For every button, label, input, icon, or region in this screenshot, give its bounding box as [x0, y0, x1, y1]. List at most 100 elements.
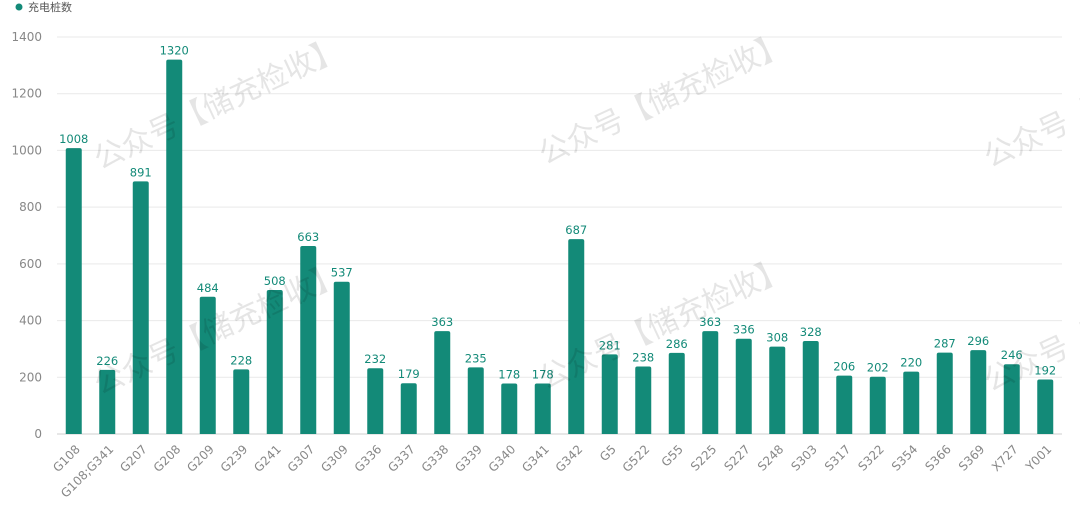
- x-tick-label: S366: [922, 442, 953, 473]
- data-label: 235: [465, 351, 487, 365]
- bar[interactable]: [802, 340, 819, 434]
- legend-marker: [15, 3, 23, 11]
- x-tick-label: G208: [151, 442, 184, 475]
- data-label: 1320: [160, 44, 189, 58]
- bar[interactable]: [735, 338, 752, 434]
- data-label: 891: [130, 165, 152, 179]
- bar[interactable]: [300, 245, 317, 434]
- bar[interactable]: [568, 239, 585, 434]
- bar[interactable]: [702, 331, 719, 434]
- x-tick-label: G341: [519, 442, 552, 475]
- x-tick-label: S354: [889, 442, 920, 473]
- bar[interactable]: [668, 352, 685, 434]
- data-label: 363: [699, 315, 721, 329]
- x-tick-label: S322: [855, 442, 886, 473]
- bar[interactable]: [769, 346, 786, 434]
- gridlines: [57, 36, 1062, 435]
- y-tick-label: 200: [19, 370, 42, 384]
- y-tick-label: 1200: [11, 87, 42, 101]
- bar[interactable]: [1003, 364, 1020, 434]
- x-tick-label: Y001: [1022, 442, 1054, 474]
- data-label: 281: [599, 338, 621, 352]
- data-label: 687: [565, 223, 587, 237]
- data-label: 484: [197, 281, 219, 295]
- legend[interactable]: 充电桩数: [15, 0, 73, 14]
- x-tick-label: G340: [486, 442, 519, 475]
- data-label: 178: [498, 368, 520, 382]
- watermarks: 公众号【储充检收】 公众号【储充检收】 公众号【储充检收】公众号【储充检收】 公众号【…: [89, 26, 1080, 402]
- x-tick-label: G338: [419, 442, 452, 475]
- bar[interactable]: [99, 369, 116, 434]
- x-tick-label: S303: [788, 442, 819, 473]
- bar[interactable]: [467, 367, 484, 434]
- x-tick-label: G209: [184, 442, 217, 475]
- y-tick-label: 1400: [11, 30, 42, 44]
- data-label: 179: [398, 367, 420, 381]
- x-tick-label: S317: [822, 442, 853, 473]
- x-tick-label: S248: [755, 442, 786, 473]
- bar[interactable]: [635, 366, 652, 434]
- data-label: 286: [666, 337, 688, 351]
- bar[interactable]: [266, 289, 283, 434]
- bar[interactable]: [903, 371, 920, 434]
- bar[interactable]: [1037, 379, 1054, 434]
- x-tick-label: G239: [218, 442, 251, 475]
- x-tick-label: X727: [989, 442, 1021, 474]
- x-tick-label: S227: [721, 442, 752, 473]
- data-label: 508: [264, 274, 286, 288]
- bar[interactable]: [233, 369, 250, 434]
- y-axis: 0 200 400 600 800 1000 1200 1400: [11, 30, 42, 441]
- x-tick-label: S369: [956, 442, 987, 473]
- data-label: 178: [532, 368, 554, 382]
- x-tick-label: G337: [385, 442, 418, 475]
- bar[interactable]: [199, 296, 216, 434]
- x-tick-label: G522: [620, 442, 653, 475]
- data-label: 537: [331, 266, 353, 280]
- bars: [65, 59, 1054, 434]
- data-label: 308: [766, 331, 788, 345]
- data-label: 192: [1034, 364, 1056, 378]
- x-tick-label: G336: [352, 442, 385, 475]
- y-tick-label: 400: [19, 314, 42, 328]
- bar[interactable]: [601, 354, 618, 434]
- data-label: 328: [800, 325, 822, 339]
- bar[interactable]: [333, 281, 350, 434]
- bar[interactable]: [132, 181, 149, 434]
- data-label: 363: [431, 315, 453, 329]
- data-label: 287: [934, 337, 956, 351]
- data-label: 228: [230, 353, 252, 367]
- data-label: 220: [900, 356, 922, 370]
- y-tick-label: 600: [19, 257, 42, 271]
- x-tick-label: G5: [597, 442, 619, 464]
- data-label: 246: [1001, 348, 1023, 362]
- x-tick-label: S225: [688, 442, 719, 473]
- bar[interactable]: [434, 331, 451, 434]
- watermark-text: 公众号【储充检收】: [979, 29, 1080, 175]
- data-label: 663: [297, 230, 319, 244]
- x-tick-label: G309: [318, 442, 351, 475]
- bar[interactable]: [869, 376, 886, 434]
- bar[interactable]: [534, 383, 551, 434]
- bar[interactable]: [65, 148, 82, 434]
- data-label: 296: [967, 334, 989, 348]
- bar[interactable]: [367, 368, 384, 434]
- data-label: 202: [867, 361, 889, 375]
- bar[interactable]: [936, 352, 953, 434]
- data-label: 1008: [59, 132, 88, 146]
- x-tick-label: G342: [553, 442, 586, 475]
- bar[interactable]: [970, 350, 987, 434]
- bar[interactable]: [836, 375, 853, 434]
- x-tick-label: G307: [285, 442, 318, 475]
- watermark-text: 公众号【储充检收】: [89, 31, 348, 177]
- legend-label: 充电桩数: [28, 0, 72, 14]
- x-tick-label: G207: [117, 442, 150, 475]
- bar[interactable]: [400, 383, 417, 434]
- bar[interactable]: [501, 383, 518, 434]
- bar[interactable]: [166, 59, 183, 434]
- data-labels: 1008 226 891 1320 484 228 508 663 537 232 179 363 23…: [59, 44, 1056, 382]
- x-tick-label: G339: [452, 442, 485, 475]
- y-tick-label: 800: [19, 200, 42, 214]
- watermark-text: 公众号【储充检收】: [979, 253, 1080, 399]
